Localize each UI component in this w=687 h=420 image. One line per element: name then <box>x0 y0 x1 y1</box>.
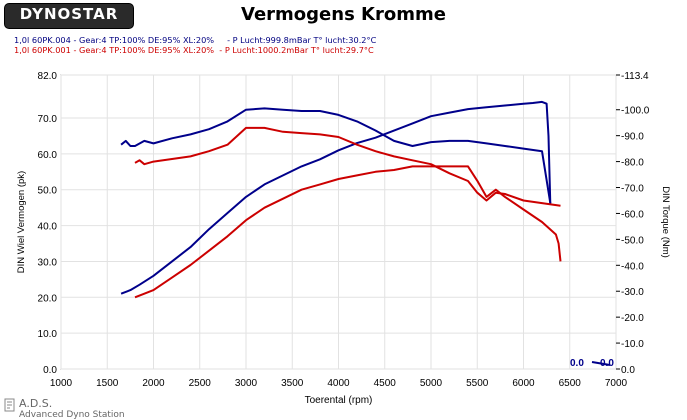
y-left-axis-label: DIN Wiel Vermogen (pk) <box>16 171 27 273</box>
x-tick-label: 6500 <box>559 378 582 389</box>
y-right-tick-label: -80.0 <box>621 158 644 169</box>
run-legend-2: 1,0l 60PK.001 - Gear:4 TP:100% DE:95% XL… <box>14 45 374 55</box>
ads-logo-icon <box>4 398 15 412</box>
y-right-axis-label: DIN Torque (Nm) <box>660 186 671 258</box>
x-tick-label: 4000 <box>327 378 350 389</box>
y-left-tick-label: 60.0 <box>38 150 58 161</box>
y-right-tick-label: -30.0 <box>621 287 644 298</box>
series-line-3 <box>134 165 562 299</box>
y-left-tick-label: 20.0 <box>38 293 58 304</box>
x-tick-label: 1000 <box>50 378 73 389</box>
x-axis-label: Toerental (rpm) <box>305 395 373 406</box>
x-tick-label: 3500 <box>281 378 304 389</box>
y-right-tick-label: -113.4 <box>621 71 649 82</box>
y-right-tick-label: -70.0 <box>621 184 644 195</box>
y-right-tick-label: -10.0 <box>621 339 644 350</box>
chart-title: Vermogens Kromme <box>241 4 446 25</box>
ads-subtitle: Advanced Dyno Station <box>19 410 125 420</box>
y-right-tick-label: -60.0 <box>621 209 644 220</box>
logo-text: DYNOSTAR <box>19 5 119 23</box>
x-tick-label: 5000 <box>420 378 443 389</box>
y-left-tick-label: 40.0 <box>38 222 58 233</box>
x-tick-label: 2000 <box>142 378 165 389</box>
cursor-marker <box>591 361 611 366</box>
series-line-4 <box>134 126 561 207</box>
y-right-tick-label: -100.0 <box>621 106 650 117</box>
series-line-2 <box>120 107 552 204</box>
y-left-tick-label: 50.0 <box>38 186 58 197</box>
y-left-tick-label: 10.0 <box>38 329 58 340</box>
run-legend-1: 1,0l 60PK.004 - Gear:4 TP:100% DE:95% XL… <box>14 35 377 45</box>
x-tick-label: 3000 <box>235 378 258 389</box>
ads-brand: A.D.S. <box>19 397 53 410</box>
x-tick-label: 6000 <box>512 378 535 389</box>
y-right-tick-label: 0.0 <box>621 365 635 376</box>
x-tick-label: 2500 <box>189 378 212 389</box>
x-tick-label: 4500 <box>374 378 397 389</box>
y-right-tick-label: -50.0 <box>621 235 644 246</box>
y-left-tick-label: 30.0 <box>38 257 58 268</box>
cursor-readout-2: 0.0 <box>600 358 614 369</box>
y-right-tick-label: -40.0 <box>621 261 644 272</box>
y-right-tick-label: -90.0 <box>621 132 644 143</box>
series-line-1 <box>120 100 552 295</box>
y-left-tick-label: 82.0 <box>38 71 58 82</box>
x-tick-label: 5500 <box>466 378 489 389</box>
dynostar-logo: DYNOSTAR <box>4 3 134 29</box>
cursor-readout-1: 0.0 <box>570 358 584 369</box>
x-tick-label: 7000 <box>605 378 628 389</box>
y-right-tick-label: -20.0 <box>621 313 644 324</box>
x-tick-label: 1500 <box>96 378 119 389</box>
y-left-tick-label: 70.0 <box>38 114 58 125</box>
y-left-tick-label: 0.0 <box>43 365 57 376</box>
